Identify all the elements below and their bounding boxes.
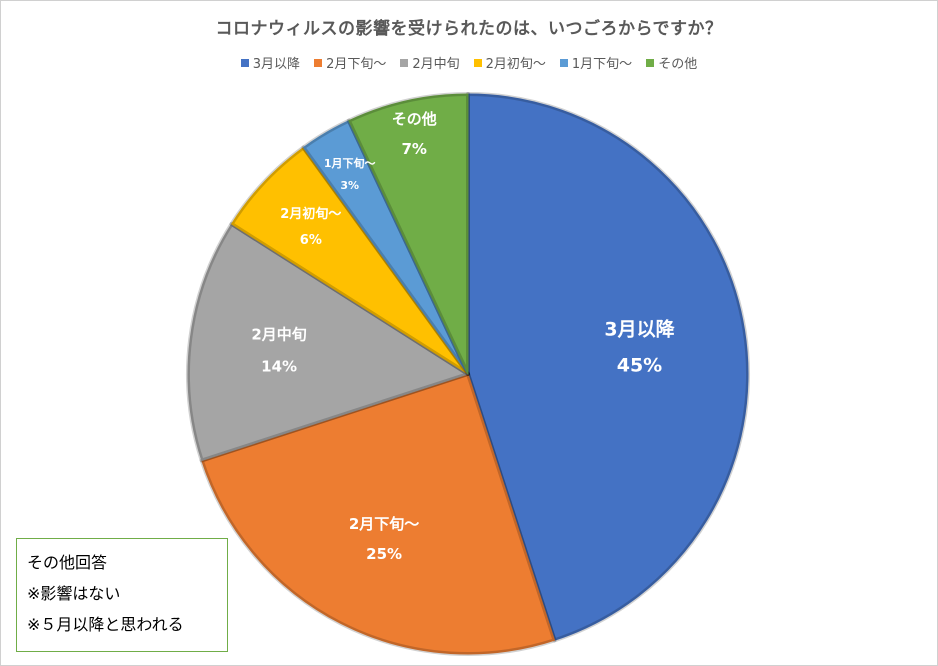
slice-value-label-4: 3%	[340, 179, 359, 192]
pie-slice-border-2	[186, 221, 470, 463]
slice-labels: 3月以降 45% 2月下旬～ 25% 2月中旬 14% 2月初旬～ 6% 1月下旬～ 3% その他 7…	[251, 110, 675, 563]
slice-value-label-1: 25%	[366, 545, 402, 563]
legend-label: 2月中旬	[412, 57, 460, 72]
legend-label: その他	[658, 57, 698, 72]
legend-item-3: 2月初旬～	[473, 53, 546, 72]
legend-item-4: 1月下旬～	[559, 53, 633, 72]
slice-category-label-1: 2月下旬～	[349, 515, 419, 533]
legend-swatch	[400, 58, 409, 67]
pie-slice-2	[187, 223, 469, 462]
slice-value-label-0: 45%	[617, 354, 662, 376]
note-line: ※５月以降と思われる	[27, 615, 184, 634]
legend-swatch	[559, 58, 568, 67]
legend-label: 2月下旬～	[326, 57, 387, 72]
legend-item-5: その他	[646, 53, 697, 72]
chart-title: コロナウィルスの影響を受けられたのは、いつごろからですか？	[215, 19, 723, 39]
legend-swatch	[314, 58, 323, 67]
slice-value-label-5: 7%	[402, 140, 427, 158]
slice-value-label-2: 14%	[261, 357, 297, 375]
legend-label: 2月初旬～	[485, 57, 546, 72]
legend-item-2: 2月中旬	[400, 53, 460, 72]
slice-category-label-2: 2月中旬	[251, 325, 306, 343]
slices	[186, 92, 750, 656]
pie-slice-1	[201, 373, 556, 655]
slice-category-label-4: 1月下旬～	[324, 156, 376, 170]
legend-item-0: 3月以降	[240, 53, 301, 72]
pie-slice-5	[348, 93, 469, 375]
slice-category-label-3: 2月初旬～	[280, 206, 341, 222]
note-line: その他回答	[27, 553, 108, 572]
note-line: ※影響はない	[27, 584, 121, 603]
pie-slice-border-0	[466, 92, 750, 643]
slice-value-label-3: 6%	[300, 233, 322, 248]
slice-category-label-0: 3月以降	[604, 317, 675, 340]
legend-item-1: 2月下旬～	[314, 53, 386, 72]
legend-swatch	[240, 58, 249, 67]
legend-swatch	[646, 58, 655, 67]
legend: 3月以降 2月下旬～ 2月中旬 2月初旬～ 1月下旬～ その他	[0, 53, 938, 72]
legend-swatch	[473, 58, 482, 67]
legend-label: 3月以降	[252, 57, 301, 72]
note-box: その他回答 ※影響はない ※５月以降と思われる	[16, 538, 228, 652]
pie-slice-border-5	[346, 92, 470, 376]
pie-slice-border-1	[199, 372, 557, 656]
slice-category-label-5: その他	[392, 110, 437, 128]
legend-label: 1月下旬～	[571, 57, 633, 72]
pie-slice-0	[467, 93, 749, 641]
